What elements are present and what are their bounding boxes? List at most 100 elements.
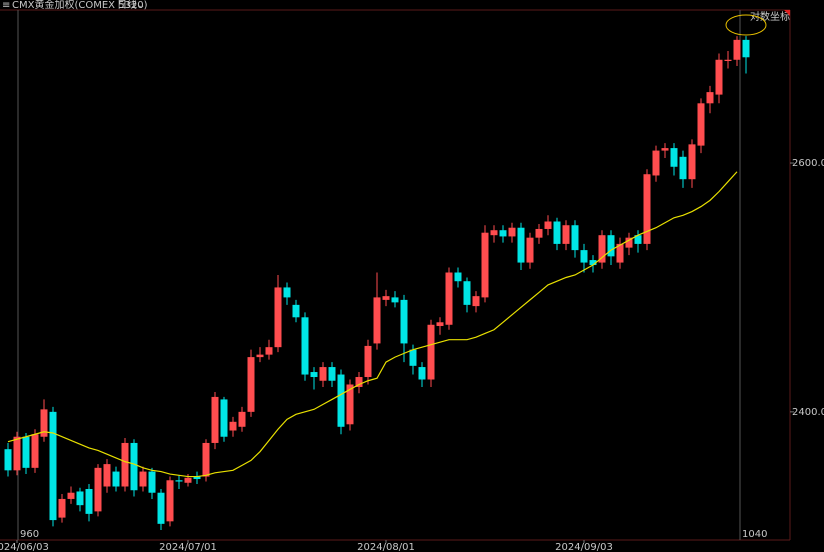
menu-icon[interactable]: ≡ <box>2 0 10 11</box>
candle-body <box>4 449 12 471</box>
y-tick-label: 2600.0 <box>792 158 824 169</box>
x-tick-label: 2024/06/03 <box>0 542 49 552</box>
candle-body <box>265 347 273 355</box>
candle-body <box>607 235 615 257</box>
y-tick-label: 2400.0 <box>792 407 824 418</box>
candle-body <box>724 59 732 62</box>
candle-body <box>508 227 516 237</box>
candle-body <box>130 442 138 491</box>
chart-title: CMX黄金加权(COMEX 5320) <box>12 0 148 11</box>
candle-body <box>427 324 435 380</box>
candle-body <box>526 237 534 263</box>
candle-body <box>175 480 183 482</box>
candle-body <box>400 299 408 344</box>
candle-body <box>490 230 498 236</box>
candle-body <box>733 39 741 60</box>
candle-body <box>112 471 120 487</box>
candle-body <box>238 411 246 427</box>
candle-body <box>157 492 165 524</box>
candle-body <box>481 232 489 298</box>
candle-body <box>598 235 606 263</box>
candle-body <box>85 488 93 514</box>
scale-toggle[interactable]: 对数坐标 <box>750 10 790 23</box>
candle-body <box>535 228 543 238</box>
candle-body <box>364 345 372 378</box>
candle-body <box>472 296 480 307</box>
candle-body <box>697 103 705 146</box>
candle-body <box>184 477 192 483</box>
candle-body <box>382 296 390 300</box>
candle-body <box>409 349 417 366</box>
candle-body <box>292 304 300 318</box>
candle-body <box>319 367 327 381</box>
candle-body <box>544 221 552 229</box>
highlight-ellipse <box>725 14 767 36</box>
candle-body <box>625 237 633 248</box>
candle-body <box>463 281 471 305</box>
period[interactable]: 日线 <box>117 0 137 11</box>
candle-body <box>643 174 651 244</box>
candle-body <box>103 464 111 487</box>
candle-body <box>742 39 750 58</box>
candle-body <box>211 396 219 443</box>
candle-body <box>148 471 156 493</box>
range-start-label: 960 <box>20 529 39 540</box>
candle-body <box>517 227 525 263</box>
candle-body <box>562 225 570 244</box>
candle-body <box>121 442 129 487</box>
candle-body <box>310 372 318 378</box>
candle-body <box>40 409 48 437</box>
candle-body <box>67 492 75 499</box>
candle-body <box>256 354 264 358</box>
candle-body <box>229 421 237 431</box>
candle-body <box>688 144 696 180</box>
candle-body <box>166 480 174 522</box>
corner-marker <box>784 10 790 16</box>
candle-body <box>328 367 336 381</box>
candle-body <box>301 317 309 375</box>
candle-body <box>139 471 147 487</box>
candle-body <box>373 297 381 344</box>
candle-body <box>499 230 507 237</box>
candle-body <box>274 287 282 348</box>
candle-body <box>283 287 291 298</box>
candle-body <box>418 367 426 380</box>
candle-body <box>22 436 30 468</box>
x-tick-label: 2024/09/03 <box>555 542 613 552</box>
candle-body <box>355 377 363 387</box>
candle-body <box>49 411 57 521</box>
candle-body <box>589 260 597 266</box>
candle-body <box>193 476 201 480</box>
candle-body <box>13 436 21 471</box>
period-dropdown[interactable]: ⌄ <box>137 0 145 11</box>
candle-body <box>247 357 255 412</box>
candle-body <box>553 221 561 244</box>
candle-body <box>94 467 102 512</box>
candle-body <box>445 272 453 325</box>
candle-body <box>571 225 579 251</box>
candle-body <box>31 434 39 468</box>
candle-body <box>436 322 444 327</box>
candle-body <box>202 442 210 477</box>
range-end-label: 1040 <box>742 529 767 540</box>
candle-body <box>715 59 723 95</box>
candle-body <box>454 272 462 282</box>
candle-body <box>346 384 354 425</box>
moving-average <box>7 171 738 478</box>
candle-body <box>706 92 714 104</box>
candle-body <box>679 156 687 180</box>
x-tick-label: 2024/08/01 <box>357 542 415 552</box>
candle-body <box>76 491 84 506</box>
candle-body <box>634 235 642 244</box>
candle-body <box>220 399 228 437</box>
candle-body <box>661 148 669 151</box>
candle-body <box>580 250 588 263</box>
x-tick-label: 2024/07/01 <box>159 542 217 552</box>
candle-body <box>616 243 624 263</box>
candle-body <box>670 148 678 167</box>
candle-body <box>58 498 66 518</box>
candle-body <box>652 150 660 176</box>
candle-body <box>391 297 399 303</box>
candle-body <box>337 374 345 427</box>
